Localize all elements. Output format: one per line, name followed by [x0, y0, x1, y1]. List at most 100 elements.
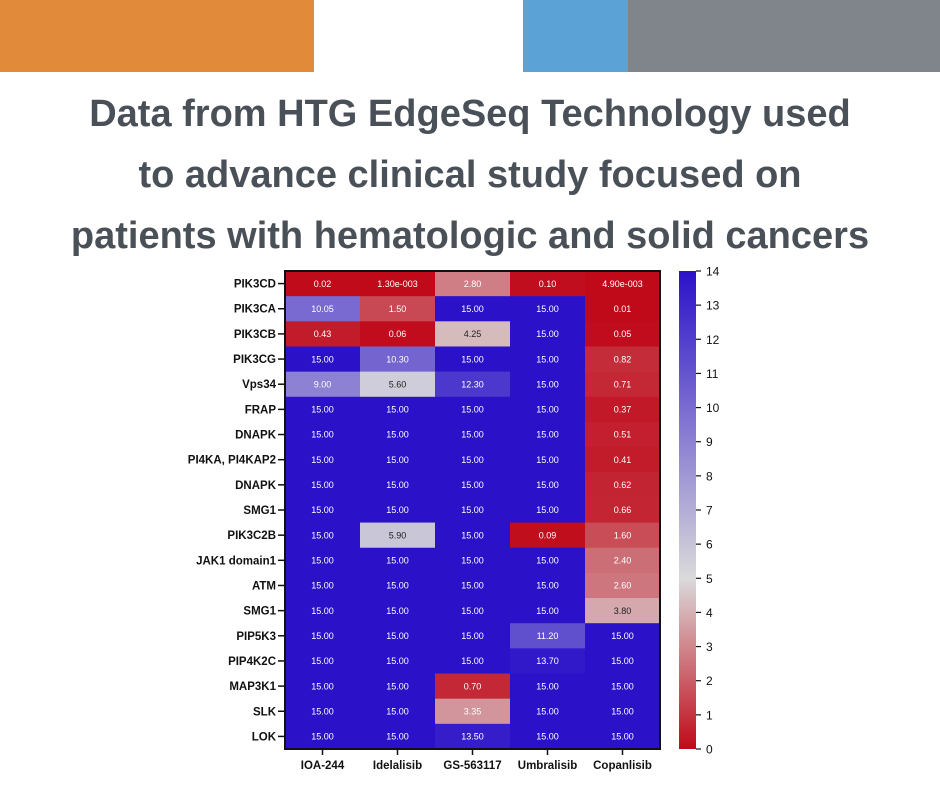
heatmap-cell [435, 698, 511, 725]
heatmap-cell-label: 15.00 [311, 354, 334, 364]
heatmap-cell [360, 698, 436, 725]
column-label: Umbralisib [518, 760, 577, 772]
colorbar-tick-label: 6 [706, 538, 713, 552]
title-line-1: Data from HTG EdgeSeq Technology used [89, 93, 851, 135]
heatmap-cell [285, 472, 361, 498]
heatmap-cell-label: 15.00 [311, 530, 334, 540]
heatmap-cell-label: 15.00 [461, 606, 484, 616]
heatmap-cell [585, 447, 661, 473]
heatmap-cell-label: 15.00 [386, 706, 409, 716]
heatmap-cells: 0.02 1.30e-003 2.80 0.10 4.90e-003 10.05 1.50 1… [285, 271, 661, 750]
heatmap-cell-label: 15.00 [536, 606, 559, 616]
heatmap-cell-label: 15.00 [536, 505, 559, 515]
heatmap-cell-label: 15.00 [461, 581, 484, 591]
heatmap-cell [285, 371, 361, 398]
heatmap-cell [585, 346, 661, 373]
column-labels: IOA-244 Idelalisib GS-563117 Umbralisib Copa… [301, 749, 652, 772]
heatmap-cell-label: 10.30 [386, 354, 409, 364]
heatmap-cell-label: 2.80 [464, 279, 482, 289]
heatmap-cell-label: 12.30 [461, 379, 484, 389]
heatmap-cell [510, 497, 586, 524]
heatmap-cell-label: 15.00 [611, 706, 634, 716]
heatmap-cell [585, 271, 661, 297]
row-label: PIK3CG [233, 354, 276, 366]
heatmap-cell [435, 421, 511, 448]
heatmap-cell-label: 0.41 [614, 455, 632, 465]
column-label: Copanlisib [593, 760, 652, 772]
heatmap-cell [585, 371, 661, 398]
heatmap-cell-label: 15.00 [461, 530, 484, 540]
row-label: JAK1 domain1 [196, 555, 276, 567]
heatmap-cell-label: 15.00 [311, 505, 334, 515]
heatmap-cell-label: 0.70 [464, 681, 482, 691]
heatmap-cell-label: 0.66 [614, 505, 632, 515]
heatmap-cell [510, 648, 586, 675]
heatmap-cell [585, 421, 661, 448]
heatmap-cell-label: 0.01 [614, 304, 632, 314]
heatmap-cell [510, 271, 586, 297]
heatmap-cell-label: 1.30e-003 [377, 279, 418, 289]
heatmap-cell-label: 13.70 [536, 656, 559, 666]
heatmap-cell-label: 0.51 [614, 430, 632, 440]
colorbar-tick-label: 12 [706, 333, 720, 347]
heatmap-cell-label: 0.05 [614, 329, 632, 339]
heatmap-cell-label: 0.43 [314, 329, 332, 339]
row-label: PIK3CB [234, 329, 276, 341]
heatmap-cell-label: 15.00 [536, 732, 559, 742]
colorbar-tick-label: 4 [706, 606, 713, 620]
row-label: SLK [253, 706, 277, 718]
heatmap-cell [360, 723, 436, 750]
column-label: Idelalisib [373, 760, 422, 772]
row-label: PI4KA, PI4KAP2 [188, 455, 276, 467]
heatmap-cell [435, 447, 511, 473]
heatmap-cell [435, 623, 511, 649]
heatmap-cell-label: 4.25 [464, 329, 482, 339]
heatmap-cell [435, 271, 511, 297]
heatmap-cell-label: 9.00 [314, 379, 332, 389]
colorbar-tick-label: 8 [706, 469, 713, 483]
heatmap-cell-label: 15.00 [461, 631, 484, 641]
heatmap-cell-label: 11.20 [537, 631, 559, 641]
colorbar-tick-label: 14 [706, 265, 720, 279]
heatmap-cell [510, 673, 586, 700]
row-label: DNAPK [235, 480, 277, 492]
heatmap-cell-label: 2.60 [614, 581, 632, 591]
row-labels: PIK3CD PIK3CA PIK3CB PIK3CG Vps34 FRAP DNAPK PI… [188, 279, 285, 743]
heatmap-cell-label: 15.00 [461, 304, 484, 314]
blue-header-bar [523, 0, 628, 72]
heatmap-cell-label: 15.00 [536, 556, 559, 566]
colorbar-tick-label: 5 [706, 572, 713, 586]
heatmap-cell-label: 15.00 [311, 656, 334, 666]
heatmap-cell-label: 15.00 [536, 581, 559, 591]
colorbar-tick-label: 7 [706, 504, 713, 518]
heatmap-cell-label: 15.00 [461, 656, 484, 666]
heatmap-cell-label: 15.00 [461, 455, 484, 465]
heatmap-cell [585, 648, 661, 675]
page-title: Data from HTG EdgeSeq Technology used to… [0, 84, 940, 267]
heatmap-cell-label: 15.00 [386, 505, 409, 515]
row-label: MAP3K1 [229, 681, 276, 693]
heatmap-cell [285, 648, 361, 675]
row-label: FRAP [245, 404, 277, 416]
title-line-2: to advance clinical study focused on [138, 154, 802, 196]
heatmap-cell-label: 15.00 [461, 480, 484, 490]
heatmap-cell-label: 15.00 [311, 681, 334, 691]
heatmap-cell-label: 15.00 [386, 480, 409, 490]
column-label: GS-563117 [443, 760, 501, 772]
heatmap-cell-label: 15.00 [536, 455, 559, 465]
row-label: PIK3CD [234, 279, 276, 291]
heatmap-cell [435, 723, 511, 750]
heatmap-cell [360, 497, 436, 524]
heatmap-cell [585, 723, 661, 750]
heatmap-cell-label: 15.00 [311, 732, 334, 742]
heatmap-cell-label: 15.00 [461, 430, 484, 440]
heatmap-cell [585, 698, 661, 725]
heatmap-cell-label: 15.00 [386, 455, 409, 465]
heatmap-cell [585, 572, 661, 599]
row-label: DNAPK [235, 430, 277, 442]
heatmap-cell-label: 15.00 [386, 430, 409, 440]
heatmap-cell-label: 15.00 [311, 480, 334, 490]
heatmap-cell [360, 271, 436, 297]
heatmap-cell [585, 598, 661, 624]
